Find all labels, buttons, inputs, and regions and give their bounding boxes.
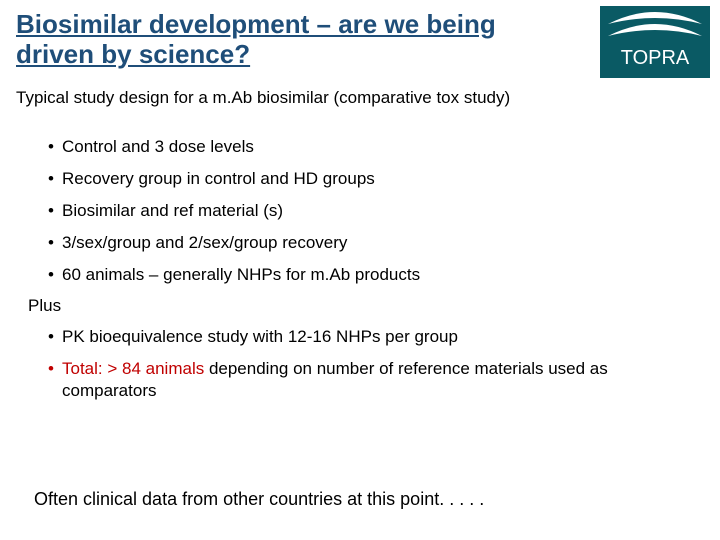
plus-label: Plus — [28, 296, 704, 316]
bullet-dot-icon: • — [44, 136, 62, 158]
bullet-item: • Total: > 84 animals depending on numbe… — [44, 358, 704, 402]
bullet-text: Recovery group in control and HD groups — [62, 168, 375, 190]
bullet-text: 60 animals – generally NHPs for m.Ab pro… — [62, 264, 420, 286]
slide-title: Biosimilar development – are we being dr… — [16, 10, 576, 70]
bullet-dot-icon: • — [44, 168, 62, 190]
bullet-dot-icon: • — [44, 200, 62, 222]
bullet-text-pre: PK bioequivalence study with 12-16 NHPs … — [62, 327, 458, 346]
bullet-text: PK bioequivalence study with 12-16 NHPs … — [62, 326, 458, 348]
bullet-dot-icon: • — [44, 232, 62, 254]
bullet-dot-icon: • — [44, 326, 62, 348]
content-block: • Control and 3 dose levels • Recovery g… — [16, 136, 704, 403]
bullet-dot-icon: • — [44, 264, 62, 286]
logo-text: TOPRA — [621, 47, 690, 69]
bullet-text: Control and 3 dose levels — [62, 136, 254, 158]
footnote: Often clinical data from other countries… — [34, 489, 484, 510]
bullet-text-red: Total: > 84 animals — [62, 359, 204, 378]
slide: TOPRA Biosimilar development – are we be… — [0, 0, 720, 540]
logo: TOPRA — [600, 6, 710, 78]
bullet-item: • 3/sex/group and 2/sex/group recovery — [44, 232, 704, 254]
bullet-item: • Control and 3 dose levels — [44, 136, 704, 158]
bullet-item: • Biosimilar and ref material (s) — [44, 200, 704, 222]
bullet-text: Biosimilar and ref material (s) — [62, 200, 283, 222]
bullet-text: 3/sex/group and 2/sex/group recovery — [62, 232, 347, 254]
bullet-text: Total: > 84 animals depending on number … — [62, 358, 704, 402]
bullet-dot-icon: • — [44, 358, 62, 380]
bullet-item: • 60 animals – generally NHPs for m.Ab p… — [44, 264, 704, 286]
bullet-item: • PK bioequivalence study with 12-16 NHP… — [44, 326, 704, 348]
slide-subtitle: Typical study design for a m.Ab biosimil… — [16, 88, 704, 108]
bullet-item: • Recovery group in control and HD group… — [44, 168, 704, 190]
logo-svg: TOPRA — [600, 6, 710, 78]
